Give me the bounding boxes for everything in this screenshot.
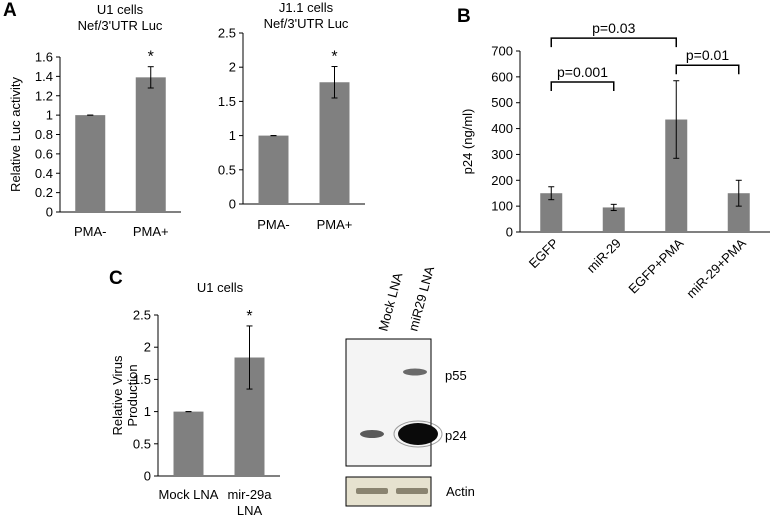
chart-b-ytick-label-0: 0 xyxy=(506,225,513,240)
chart-a1-ytick-label-0: 0 xyxy=(46,205,53,220)
chart-b-bracket-label-1: p=0.03 xyxy=(592,20,635,36)
chart-a1-ytick-label-4: 0.8 xyxy=(35,127,53,142)
chart-c-ytick-label-1: 0.5 xyxy=(133,436,151,451)
blot-lane-label-mir29: miR29 LNA xyxy=(405,264,437,332)
chart-a2-ytick-label-2: 1 xyxy=(229,128,236,143)
panel-label-c: C xyxy=(109,268,123,289)
panel-label-a: A xyxy=(3,0,17,21)
chart-b-p24: 0 100 200 300 400 500 600 700 p24 (ng/ml) EGFP miR… xyxy=(460,20,770,301)
chart-a1-category-label-0: PMA- xyxy=(74,224,107,239)
chart-b-ytick-label-1: 100 xyxy=(491,199,513,214)
chart-b-category-label-3: miR-29+PMA xyxy=(683,235,749,301)
chart-a1-ytick-label-1: 0.2 xyxy=(35,185,53,200)
chart-b-ytick-label-5: 500 xyxy=(491,95,513,110)
chart-a1-ytick-label-7: 1.4 xyxy=(35,69,53,84)
chart-c-ytick-label-0: 0 xyxy=(144,469,151,484)
chart-c-category-label-1-line-1: LNA xyxy=(237,503,263,518)
chart-a1-ytick-label-5: 1 xyxy=(46,108,53,123)
chart-a1-category-label-1: PMA+ xyxy=(133,224,169,239)
chart-c-ylabel-line-0: Relative Virus xyxy=(110,355,125,435)
chart-a2-bar-0 xyxy=(258,135,289,204)
blot-band-actin-mir29 xyxy=(396,488,428,494)
chart-b-ytick-label-2: 200 xyxy=(491,173,513,188)
blot-band-p24-mock xyxy=(360,430,384,438)
chart-b-bracket-1 xyxy=(550,37,677,48)
panel-label-b: B xyxy=(457,6,471,27)
chart-a1-significance-1: * xyxy=(148,49,154,66)
chart-c-category-label-1-line-0: mir-29a xyxy=(227,487,272,502)
chart-a1-ytick-label-8: 1.6 xyxy=(35,50,53,65)
chart-a2-title-line-0: J1.1 cells xyxy=(279,0,334,15)
chart-a2-category-label-0: PMA- xyxy=(257,217,290,232)
chart-b-bracket-label-0: p=0.001 xyxy=(557,64,608,80)
chart-b-category-label-1: miR-29 xyxy=(584,236,624,276)
chart-a1-bar-0 xyxy=(75,115,106,212)
chart-c-significance-1: * xyxy=(246,308,252,325)
chart-c-ytick-label-3: 1.5 xyxy=(133,372,151,387)
blot-band-p24-mir29 xyxy=(398,423,438,445)
chart-b-category-label-0: EGFP xyxy=(526,236,562,272)
blot-band-p55-mir29 xyxy=(403,368,427,376)
chart-c-ytick-label-5: 2.5 xyxy=(133,308,151,323)
chart-b-bracket-0 xyxy=(550,81,615,92)
chart-a2-ytick-label-5: 2.5 xyxy=(218,26,236,41)
chart-b-bar-0 xyxy=(540,193,563,232)
chart-a2-bar-1 xyxy=(319,82,350,204)
western-blot: Mock LNA miR29 LNA p55 p24 Actin xyxy=(345,264,475,507)
chart-a1-ytick-label-2: 0.4 xyxy=(35,166,53,181)
chart-c-ylabel-line-1: Production xyxy=(125,364,140,426)
chart-a2-significance-1: * xyxy=(331,49,337,66)
chart-a2-ytick-label-4: 2 xyxy=(229,60,236,75)
chart-b-bracket-label-2: p=0.01 xyxy=(686,47,729,63)
chart-c-title-line-0: U1 cells xyxy=(197,280,244,295)
chart-a1-title-line-1: Nef/3'UTR Luc xyxy=(78,18,163,33)
chart-b-category-label-2: EGFP+PMA xyxy=(625,235,686,296)
chart-c-bar-0 xyxy=(173,411,204,476)
blot-band-label-p24: p24 xyxy=(445,428,467,443)
chart-a1-ytick-label-6: 1.2 xyxy=(35,88,53,103)
chart-b-bracket-2 xyxy=(675,64,740,75)
chart-b-bar-2 xyxy=(665,119,688,232)
chart-a1-ytick-label-3: 0.6 xyxy=(35,146,53,161)
chart-a2-category-label-1: PMA+ xyxy=(317,217,353,232)
chart-c-virus-production: U1 cells 0 0.5 1 1.5 2 2.5 Relative Virus Produc… xyxy=(110,280,280,518)
chart-a2-ytick-label-1: 0.5 xyxy=(218,162,236,177)
chart-c-ytick-label-2: 1 xyxy=(144,404,151,419)
chart-c-category-label-0: Mock LNA xyxy=(159,487,219,502)
chart-b-ytick-label-7: 700 xyxy=(491,44,513,59)
chart-b-ytick-label-3: 300 xyxy=(491,147,513,162)
chart-b-ytick-label-4: 400 xyxy=(491,121,513,136)
chart-a2-ytick-label-3: 1.5 xyxy=(218,94,236,109)
blot-band-p24-mir29-halo xyxy=(393,420,443,448)
chart-b-bar-1 xyxy=(602,207,625,232)
chart-b-bar-3 xyxy=(727,193,750,232)
blot-label-actin: Actin xyxy=(446,484,475,499)
chart-a1-title-line-0: U1 cells xyxy=(97,2,144,17)
chart-c-ytick-label-4: 2 xyxy=(144,340,151,355)
blot-band-label-p55: p55 xyxy=(445,368,467,383)
chart-a2-ytick-label-0: 0 xyxy=(229,197,236,212)
chart-a2-title-line-1: Nef/3'UTR Luc xyxy=(264,16,349,31)
chart-b-ylabel: p24 (ng/ml) xyxy=(460,109,475,175)
chart-b-ytick-label-6: 600 xyxy=(491,69,513,84)
blot-lane-label-mock: Mock LNA xyxy=(375,271,405,333)
blot-band-actin-mock xyxy=(356,488,388,494)
chart-a1-bar-1 xyxy=(135,77,166,212)
chart-a1-ylabel: Relative Luc activity xyxy=(8,77,23,192)
